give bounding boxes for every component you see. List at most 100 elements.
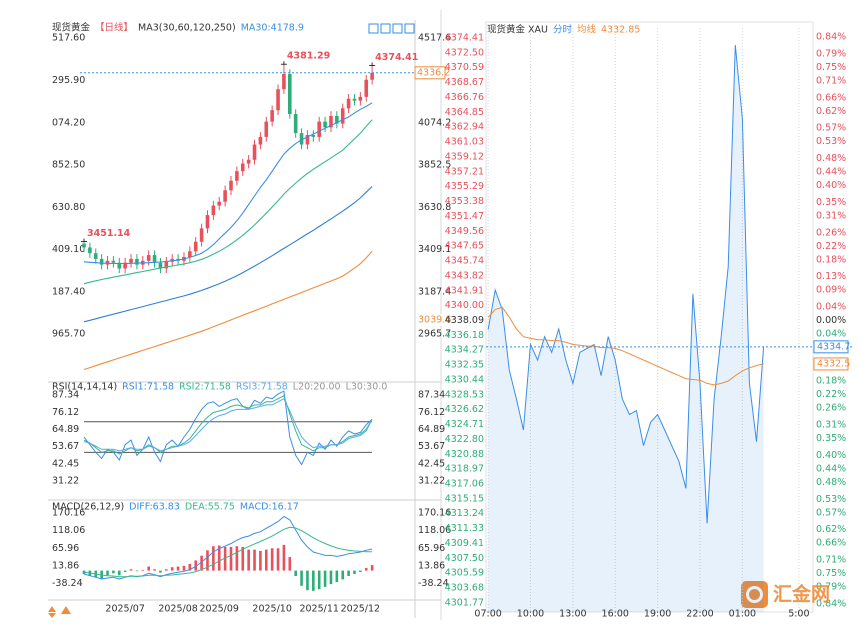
y2-tick-label: 0.53% (816, 136, 846, 147)
candle-body (129, 258, 133, 263)
y2-tick-label: 0.26% (816, 227, 846, 238)
y2-tick-label: 0.71% (816, 555, 846, 566)
histogram-bar (276, 548, 280, 571)
candle-body (211, 205, 216, 216)
y-tick-label: 3187.4 (418, 286, 451, 297)
toolbar (368, 23, 415, 34)
y-tick-label: 630.80 (52, 202, 85, 213)
y-tick-label: 42.45 (52, 458, 79, 469)
y-tick-label: 4309.41 (445, 538, 484, 549)
y-tick-label: 42.45 (418, 458, 445, 469)
candle-body (329, 115, 333, 128)
x-tick-label: 16:00 (602, 609, 629, 620)
histogram-bar (159, 570, 162, 573)
candle-body (152, 255, 157, 263)
candle-body (352, 98, 357, 101)
legend-entry: DEA:55.75 (185, 502, 235, 513)
y2-tick-label: 0.48% (816, 153, 846, 164)
candle-body (258, 136, 263, 145)
candle-body (235, 171, 239, 181)
y-tick-label: 13.86 (418, 560, 445, 571)
histogram-bar (288, 557, 292, 571)
y2-tick-label: 0.84% (816, 32, 846, 43)
histogram-bar (270, 548, 274, 571)
candle-body (340, 108, 345, 124)
y-tick-label: 4374.41 (445, 33, 484, 44)
candle-body (99, 258, 104, 265)
x-tick-label: 5:00 (788, 609, 809, 620)
y-tick-label: 4313.24 (445, 508, 484, 519)
histogram-bar (188, 563, 192, 571)
histogram-bar (306, 570, 309, 591)
y-tick-label: 4338.09 (445, 315, 484, 326)
zoom-icon[interactable] (48, 606, 56, 618)
y-tick-label: 4340.00 (445, 300, 484, 311)
watermark: 汇金网 (773, 583, 830, 606)
histogram-bar (241, 546, 245, 571)
y2-tick-label: 0.22% (816, 389, 846, 400)
toolbar-button[interactable] (380, 23, 391, 34)
x-tick-label: 2025/08 (158, 604, 197, 615)
y2-tick-label: 0.35% (816, 433, 846, 444)
histogram-bar (141, 569, 145, 571)
legend-entry: MA30:4178.9 (241, 23, 304, 34)
y2-tick-label: 0.62% (816, 524, 846, 535)
toolbar-button[interactable] (368, 23, 379, 34)
histogram-bar (200, 555, 203, 571)
candle-body (252, 144, 257, 160)
y-tick-label: 31.22 (52, 476, 79, 487)
y-tick-label: 4372.50 (445, 47, 484, 58)
high-label: 3451.14 (87, 228, 131, 239)
y-tick-label: 965.70 (52, 329, 85, 340)
histogram-bar (135, 570, 139, 572)
y-tick-label: 4326.62 (445, 404, 484, 415)
histogram-bar (217, 545, 221, 571)
candle-body (146, 255, 151, 261)
y2-tick-label: 0.66% (816, 92, 846, 103)
chart-title: 现货黄金 XAU (487, 24, 548, 36)
y2-tick-label: 0.57% (816, 123, 846, 134)
current-price: 4332.85 (601, 25, 640, 36)
pane-title: MACD(26,12,9) (52, 502, 124, 513)
y-tick-label: 4317.06 (445, 479, 484, 490)
scroll-icon[interactable] (61, 606, 71, 614)
y-tick-label: 4361.03 (445, 137, 484, 148)
histogram-bar (165, 569, 168, 571)
y2-tick-label: 0.66% (816, 538, 846, 549)
y2-tick-label: 0.48% (816, 477, 846, 488)
y-tick-label: 074.20 (52, 117, 85, 128)
candle-body (117, 262, 122, 269)
x-tick-label: 2025/11 (299, 604, 338, 615)
y-tick-label: 4332.35 (445, 360, 484, 371)
histogram-bar (353, 570, 356, 574)
y-tick-label: 4320.88 (445, 449, 484, 460)
y-tick-label: 4362.94 (445, 122, 484, 133)
y-tick-label: 3630.8 (418, 202, 451, 213)
y2-tick-label: 0.84% (816, 598, 846, 609)
y-tick-label: 409.10 (52, 244, 85, 255)
y2-tick-label: 0.13% (816, 271, 846, 282)
price-line (487, 45, 765, 524)
candle-body (264, 121, 269, 137)
toolbar-button[interactable] (404, 23, 415, 34)
histogram-bar (194, 560, 198, 571)
candle-body (317, 121, 321, 137)
y2-tick-label: 0.44% (816, 167, 846, 178)
toolbar-button[interactable] (392, 23, 403, 34)
indicator-line (83, 390, 373, 466)
y-tick-label: 53.67 (418, 441, 445, 452)
level-label: L30:30.0 (346, 382, 388, 393)
x-tick-label: 13:00 (559, 609, 586, 620)
histogram-bar (223, 546, 227, 571)
y-tick-label: 4517.6 (418, 33, 451, 44)
y-tick-label: 4318.97 (445, 464, 484, 475)
candle-body (323, 121, 327, 128)
moving-average-line (83, 102, 373, 265)
x-tick-label: 2025/09 (200, 604, 239, 615)
candle-body (240, 163, 245, 172)
x-tick-label: 2025/10 (252, 604, 291, 615)
indicator-line (83, 526, 373, 578)
y-tick-label: 31.22 (418, 476, 445, 487)
y-tick-label: 4307.50 (445, 553, 484, 564)
candle-body (246, 159, 251, 164)
